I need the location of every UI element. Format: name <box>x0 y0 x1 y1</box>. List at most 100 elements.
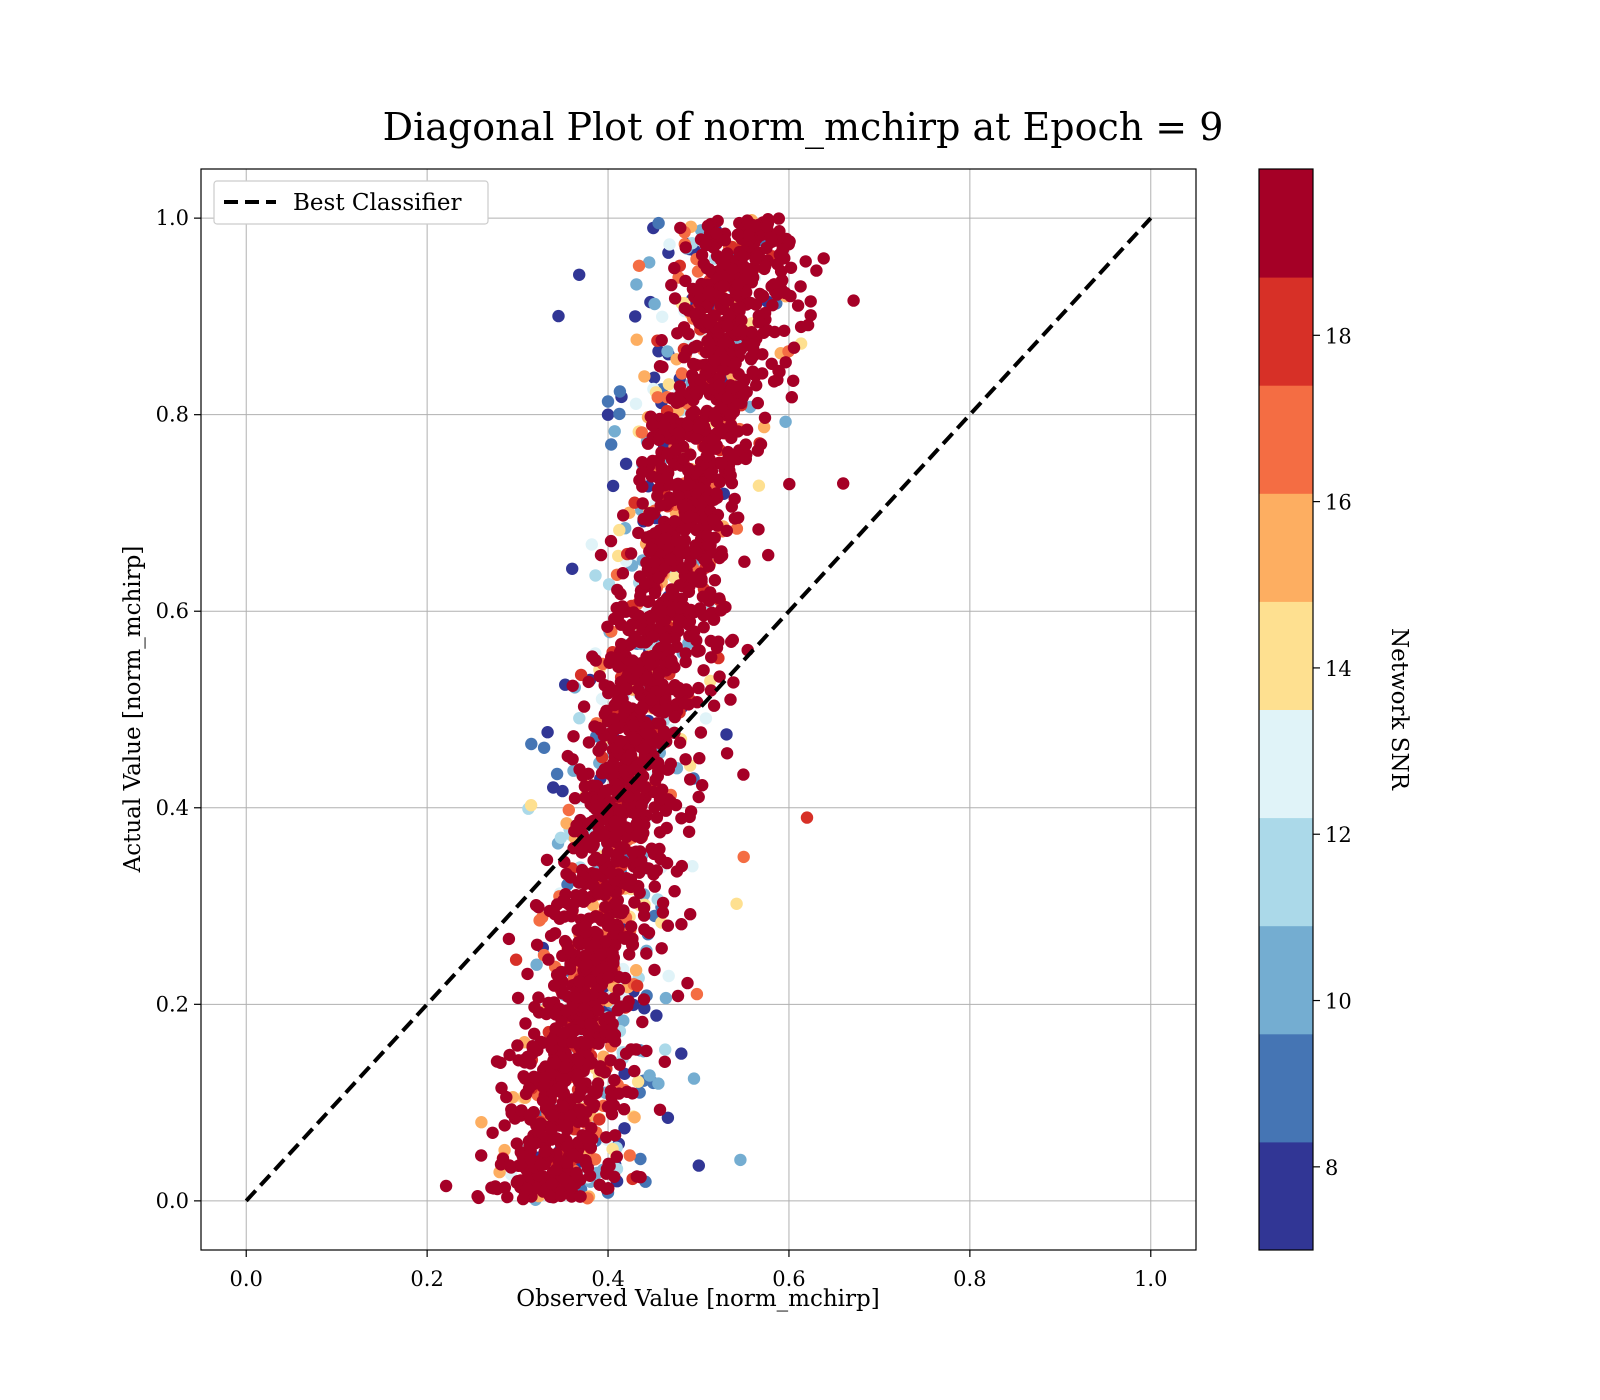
scatter-point <box>590 1086 603 1100</box>
scatter-point <box>702 285 716 299</box>
scatter-point <box>785 391 798 404</box>
scatter-point <box>617 1014 630 1027</box>
scatter-point <box>652 433 666 447</box>
scatter-point <box>720 728 733 741</box>
scatter-point <box>651 489 664 503</box>
scatter-point <box>439 1179 453 1193</box>
scatter-point <box>606 479 620 493</box>
scatter-point <box>758 411 772 424</box>
scatter-point <box>587 1098 601 1111</box>
scatter-point <box>692 681 705 695</box>
scatter-point <box>608 1073 621 1087</box>
scatter-point <box>608 829 622 842</box>
scatter-point <box>687 1072 701 1085</box>
scatter-point <box>624 873 638 886</box>
scatter-point <box>604 1028 618 1041</box>
scatter-point <box>726 449 740 462</box>
scatter-point <box>668 515 681 528</box>
scatter-point <box>739 452 752 466</box>
scatter-point <box>746 365 759 379</box>
scatter-point <box>659 991 673 1005</box>
scatter-point <box>660 821 673 835</box>
scatter-point <box>573 1054 586 1067</box>
scatter-point <box>639 577 652 590</box>
scatter-point <box>562 803 575 817</box>
scatter-point <box>690 358 703 372</box>
scatter-point <box>610 1150 623 1163</box>
scatter-point <box>561 749 574 763</box>
scatter-point <box>594 948 608 961</box>
scatter-point <box>655 605 668 618</box>
scatter-point <box>555 1070 569 1084</box>
y-axis-ticks: 0.0 0.2 0.4 0.6 0.8 1.0 <box>156 206 201 1213</box>
scatter-point <box>653 360 667 373</box>
scatter-point <box>608 425 621 438</box>
scatter-point <box>674 221 687 235</box>
scatter-point <box>608 1170 621 1184</box>
scatter-point <box>762 548 775 562</box>
colorbar-segment <box>1259 925 1313 1035</box>
scatter-point <box>608 1129 622 1142</box>
scatter-point <box>837 477 850 490</box>
scatter-point <box>800 811 814 824</box>
scatter-point <box>757 420 771 434</box>
scatter-point <box>646 454 659 468</box>
scatter-point <box>722 309 736 322</box>
scatter-point <box>674 601 687 615</box>
scatter-point <box>629 964 643 977</box>
scatter-point <box>675 812 688 825</box>
scatter-point <box>692 1159 705 1172</box>
scatter-point <box>616 567 630 580</box>
scatter-point <box>612 846 626 860</box>
colorbar-segment <box>1259 1141 1313 1251</box>
scatter-point <box>573 1106 587 1119</box>
scatter-point <box>694 726 708 739</box>
scatter-point <box>703 263 716 276</box>
colorbar-tick-label: 10 <box>1325 990 1352 1014</box>
scatter-point <box>571 1072 584 1085</box>
scatter-point <box>608 723 621 736</box>
scatter-point <box>634 1171 647 1184</box>
colorbar-segment <box>1259 709 1313 819</box>
scatter-point <box>701 529 714 542</box>
scatter-point <box>615 637 628 651</box>
scatter-point <box>630 817 644 830</box>
scatter-point <box>614 1000 627 1013</box>
scatter-point <box>645 693 658 706</box>
scatter-point <box>573 712 586 725</box>
scatter-point <box>708 354 722 367</box>
scatter-point <box>634 590 647 603</box>
scatter-point <box>706 513 720 527</box>
scatter-point <box>713 670 726 683</box>
scatter-point <box>619 682 632 695</box>
scatter-point <box>652 216 665 230</box>
scatter-point <box>589 569 602 582</box>
scatter-point <box>661 1111 675 1125</box>
scatter-point <box>614 618 628 631</box>
scatter-point <box>511 991 525 1005</box>
scatter-point <box>540 853 554 867</box>
scatter-point <box>700 313 714 327</box>
scatter-point <box>661 763 674 776</box>
scatter-point <box>663 238 676 251</box>
scatter-point <box>778 324 791 337</box>
scatter-point <box>500 1090 513 1104</box>
scatter-point <box>583 974 597 988</box>
scatter-point <box>684 555 697 569</box>
scatter-point <box>738 555 751 568</box>
scatter-point <box>779 415 792 428</box>
scatter-point <box>699 238 712 251</box>
scatter-point <box>567 730 580 743</box>
scatter-point <box>633 866 646 879</box>
scatter-point <box>713 475 726 489</box>
colorbar-segment <box>1259 385 1313 494</box>
scatter-point <box>659 632 672 646</box>
scatter-point <box>590 868 603 881</box>
scatter-point <box>655 334 668 347</box>
scatter-point <box>714 604 728 617</box>
scatter-point <box>661 345 674 358</box>
scatter-point <box>684 805 698 818</box>
scatter-point <box>646 418 659 432</box>
scatter-point <box>730 380 744 393</box>
scatter-point <box>601 620 614 633</box>
